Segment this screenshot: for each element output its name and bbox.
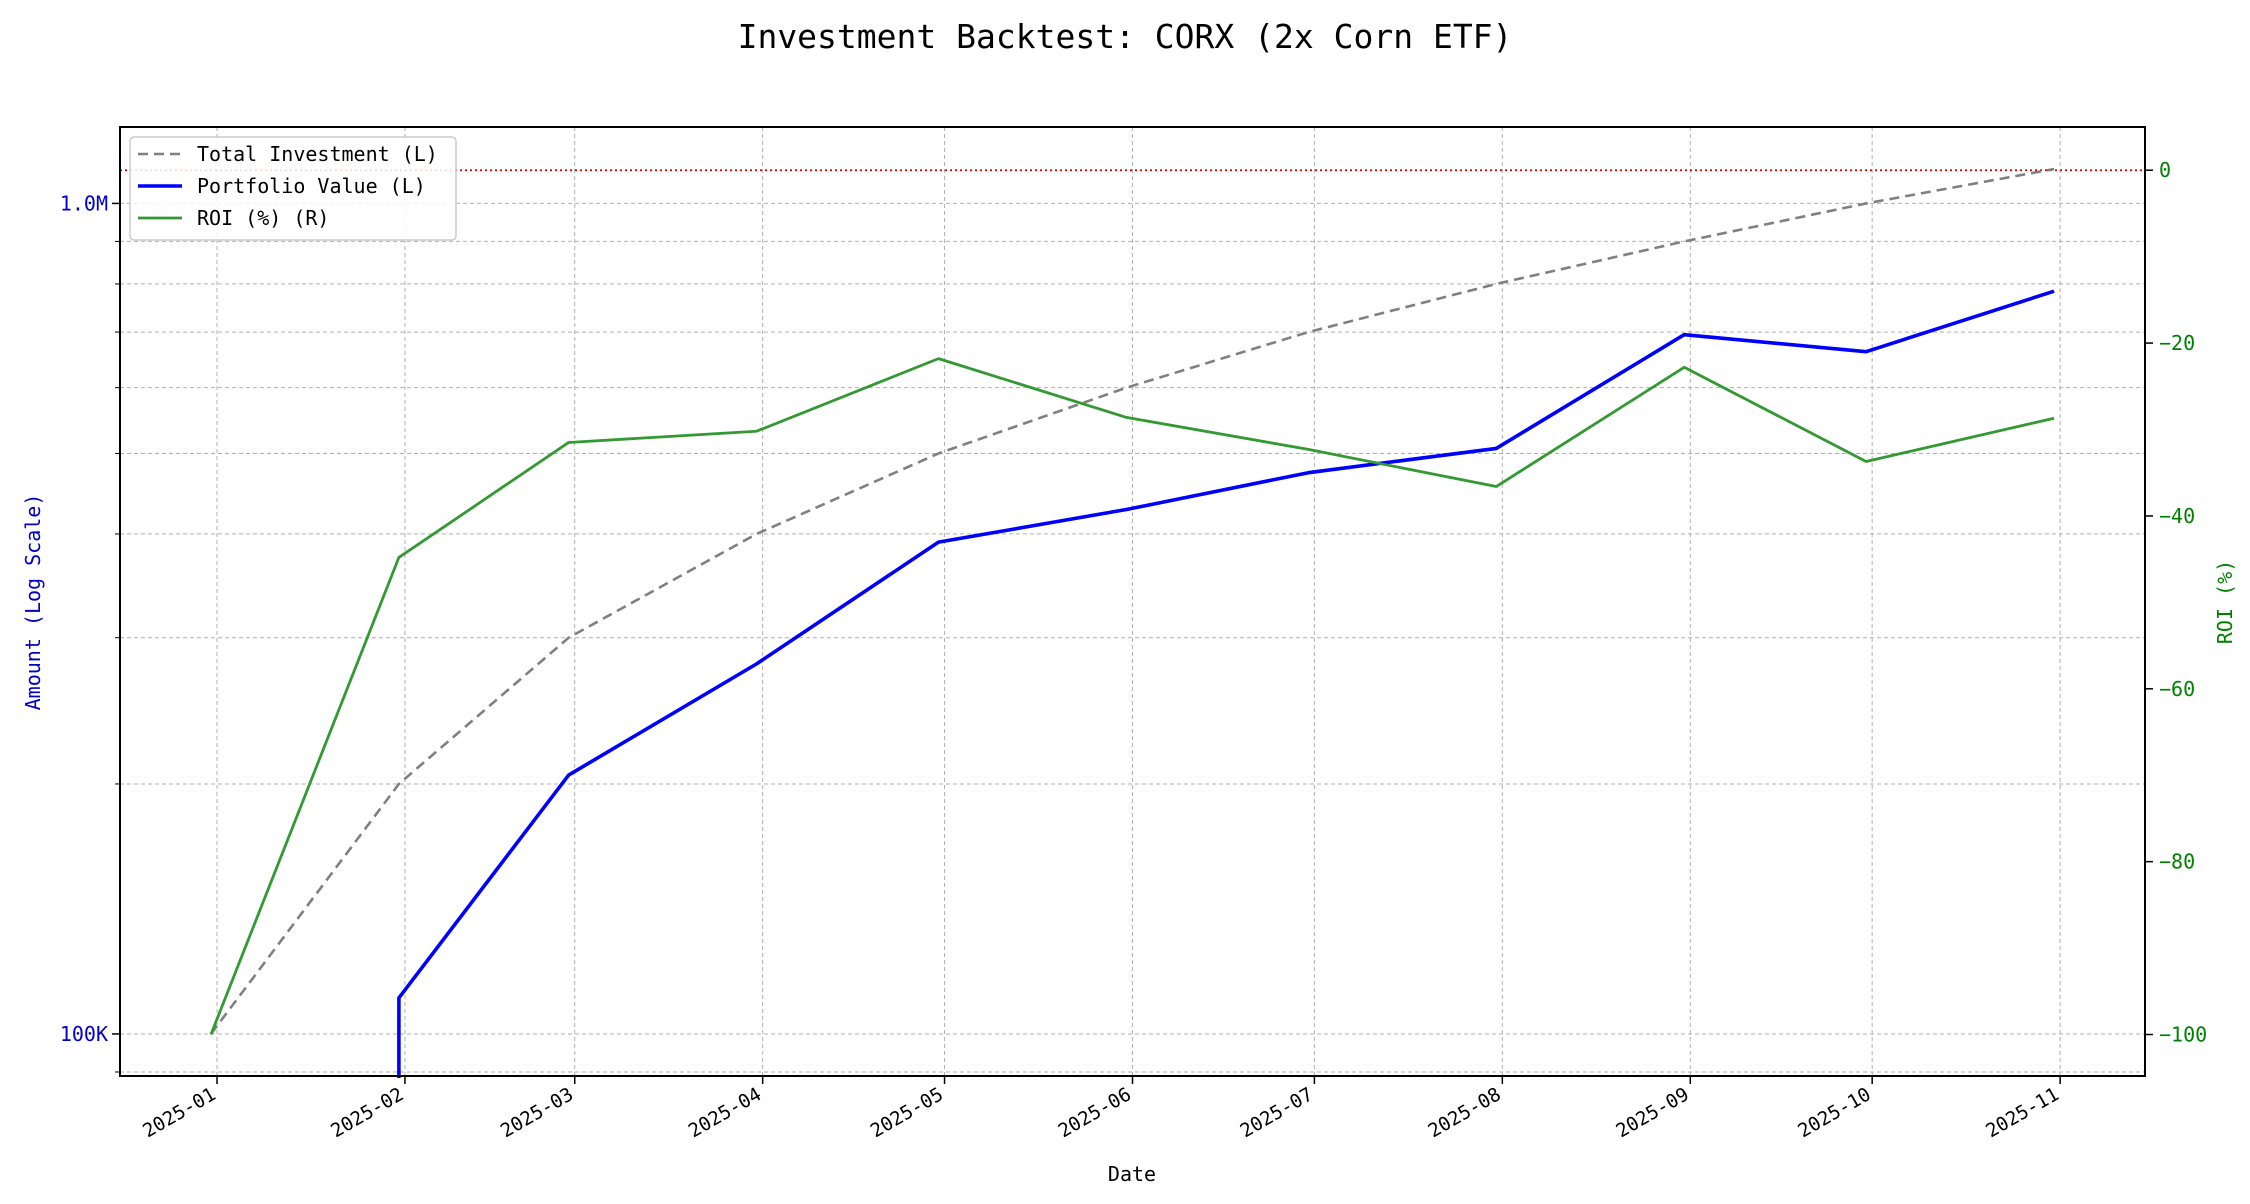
y-right-tick-label: 0 [2159, 158, 2171, 182]
x-tick-label: 2025-01 [139, 1083, 219, 1142]
x-tick-label: 2025-11 [1982, 1083, 2062, 1142]
x-tick-label: 2025-10 [1794, 1083, 1874, 1142]
series-line-2 [397, 289, 2055, 1078]
chart-title: Investment Backtest: CORX (2x Corn ETF) [738, 17, 1513, 56]
x-tick-label: 2025-09 [1612, 1083, 1692, 1142]
x-tick-label: 2025-08 [1424, 1083, 1504, 1142]
series-layer [120, 167, 2145, 1078]
x-tick-label: 2025-03 [497, 1083, 577, 1142]
legend-box [129, 136, 457, 241]
x-axis-label: Date [1108, 1162, 1156, 1186]
series-line-3 [209, 357, 2055, 1036]
x-tick-label: 2025-05 [867, 1083, 947, 1142]
x-tick-label: 2025-04 [685, 1083, 765, 1142]
legend-label: Total Investment (L) [197, 142, 438, 166]
y-left-tick-label: 100K [60, 1022, 108, 1046]
x-tick-label: 2025-02 [327, 1083, 407, 1142]
x-axis: 2025-01 2025-02 2025-03 2025-04 2025-05 2025-… [139, 1076, 2063, 1142]
legend-label: Portfolio Value (L) [197, 174, 426, 198]
y-right-tick-label: −100 [2159, 1023, 2207, 1047]
y-right-tick-label: −20 [2159, 331, 2195, 355]
grid [120, 127, 2145, 1076]
y-axis-right: 0 −20 −40 −60 −80 −100 [2145, 158, 2207, 1047]
y-left-tick-label: 1.0M [60, 191, 108, 215]
y-right-tick-label: −80 [2159, 850, 2195, 874]
x-tick-label: 2025-07 [1237, 1083, 1317, 1142]
legend: Total Investment (L) Portfolio Value (L) R… [129, 136, 457, 241]
y-axis-left: 100K 1.0M [60, 191, 120, 1073]
y-axis-right-label: ROI (%) [2213, 560, 2237, 644]
y-axis-left-label: Amount (Log Scale) [21, 494, 45, 711]
legend-label: ROI (%) (R) [197, 206, 329, 230]
y-right-tick-label: −40 [2159, 504, 2195, 528]
y-right-tick-label: −60 [2159, 677, 2195, 701]
x-tick-label: 2025-06 [1055, 1083, 1135, 1142]
